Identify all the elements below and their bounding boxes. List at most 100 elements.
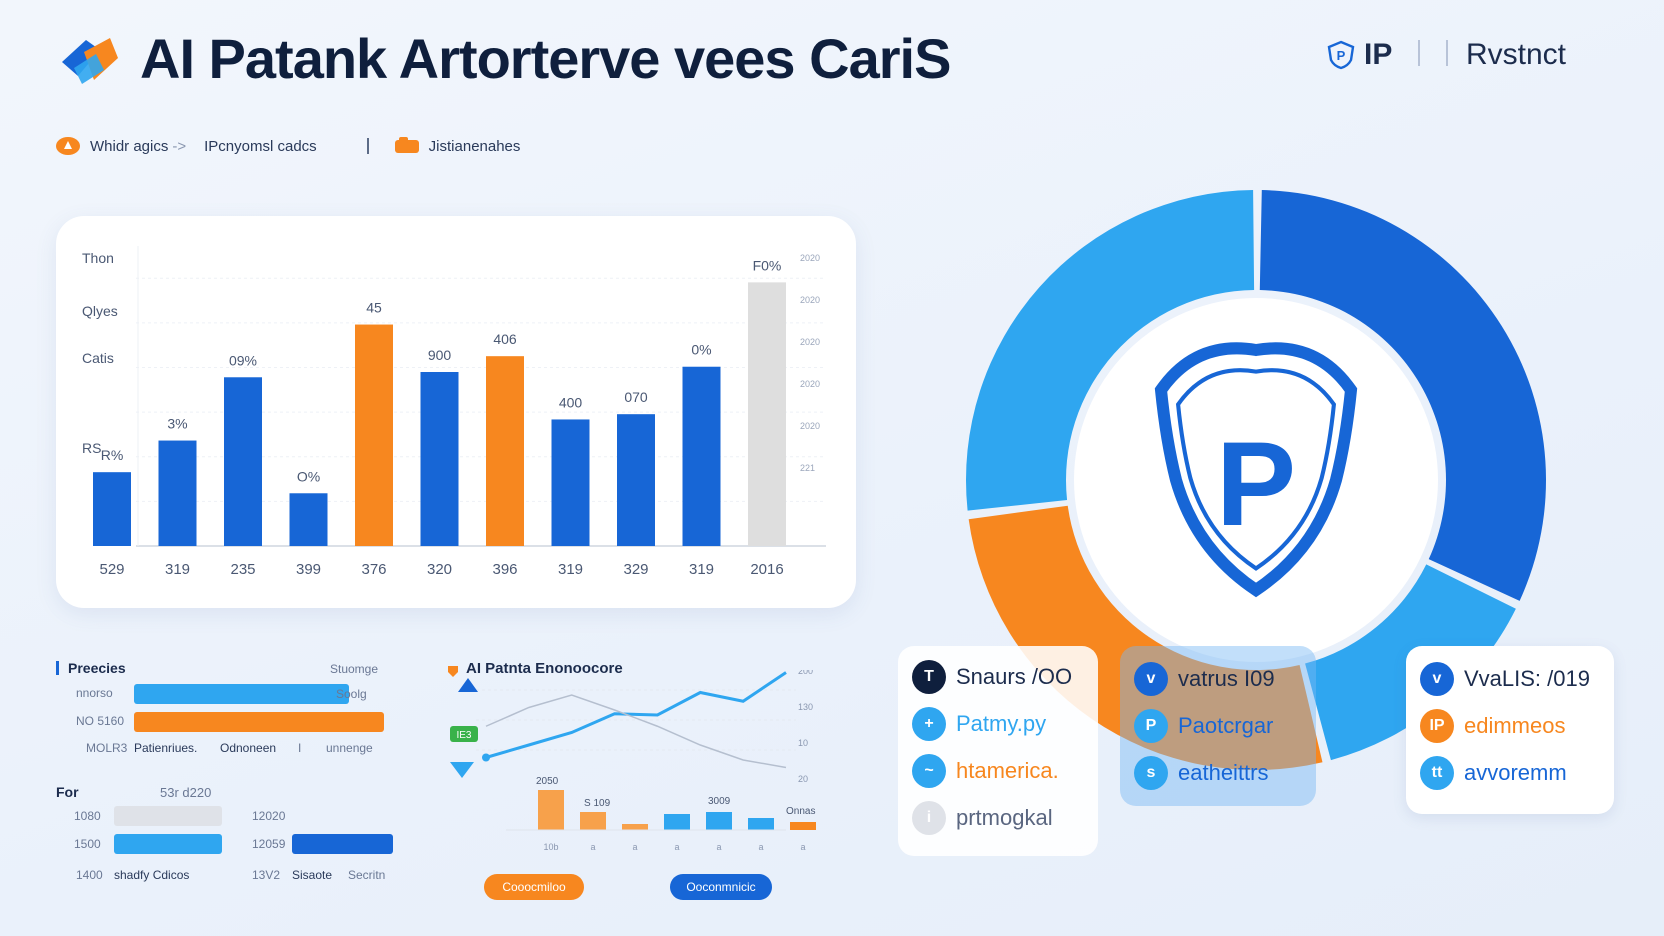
panel1-footer-label: MOLR3 bbox=[86, 741, 128, 755]
bar-10[interactable] bbox=[748, 282, 786, 546]
bar-6[interactable] bbox=[486, 356, 524, 546]
mini-bar-label: Onnas bbox=[786, 806, 815, 817]
shield-emblem-icon bbox=[1154, 342, 1358, 598]
legend-item[interactable]: s eatheittrs bbox=[1134, 756, 1269, 790]
x-tick-label: 329 bbox=[623, 561, 648, 578]
bar-1[interactable] bbox=[158, 440, 197, 546]
line-series-0[interactable] bbox=[485, 671, 787, 759]
mini-bar-1[interactable] bbox=[580, 812, 606, 830]
legend-label: VvaLIS: /019 bbox=[1464, 666, 1590, 691]
line-chart-title: AI Patnta Enonoocore bbox=[466, 660, 623, 677]
hbar[interactable] bbox=[292, 834, 393, 854]
legend-label: prtmogkal bbox=[956, 805, 1053, 830]
legend-label: eatheittrs bbox=[1178, 760, 1269, 785]
x-tick-label: 10b bbox=[543, 842, 558, 852]
panel2-footer-label: 1400 bbox=[76, 868, 103, 882]
bar-value-label: 070 bbox=[624, 389, 648, 405]
bar-3[interactable] bbox=[289, 493, 328, 546]
brand-divider bbox=[1446, 40, 1448, 66]
bar-value-label: 400 bbox=[559, 394, 583, 410]
legend-item[interactable]: v VvaLIS: /019 bbox=[1420, 662, 1590, 696]
legend-label: avvoremm bbox=[1464, 760, 1567, 785]
legend-item[interactable]: + Patmy.py bbox=[912, 707, 1046, 741]
tag-badge-label: IE3 bbox=[456, 730, 471, 741]
donut-slice-3[interactable] bbox=[966, 190, 1255, 511]
bar-chart: Thon Qlyes Catis RS 2020 2020 2020 2020 2020 221 R… bbox=[82, 246, 826, 578]
x-tick-label: 376 bbox=[361, 561, 386, 578]
mini-bar-5[interactable] bbox=[748, 818, 774, 830]
y-left-label: Qlyes bbox=[82, 303, 118, 319]
panel2-footer-label: 13V2 bbox=[252, 868, 281, 882]
mini-bar-0[interactable] bbox=[538, 790, 564, 830]
mini-bar-6[interactable] bbox=[790, 822, 816, 830]
legend-item[interactable]: i prtmogkal bbox=[912, 801, 1053, 835]
donut-slice-2[interactable] bbox=[968, 505, 1323, 770]
bar-2[interactable] bbox=[224, 377, 262, 546]
warning-chip-icon bbox=[56, 137, 80, 155]
donut-slice-0[interactable] bbox=[1259, 190, 1546, 601]
legend-icon: v bbox=[1134, 662, 1168, 696]
hbar[interactable] bbox=[134, 712, 384, 732]
tag-badge bbox=[450, 726, 478, 742]
bar-0[interactable] bbox=[93, 472, 131, 546]
mini-bar-label: 2050 bbox=[536, 776, 559, 787]
line-point[interactable] bbox=[482, 753, 490, 762]
mini-bar-4[interactable] bbox=[706, 812, 732, 830]
legend-label: htamerica. bbox=[956, 758, 1059, 783]
hbar-label: nnorso bbox=[76, 686, 113, 700]
legend-icon: T bbox=[912, 660, 946, 694]
primary-action-button[interactable]: Cooocmiloo bbox=[484, 874, 584, 900]
x-tick-label: a bbox=[758, 842, 763, 852]
y-right-label: 2020 bbox=[800, 379, 820, 389]
mini-bar-3[interactable] bbox=[664, 814, 690, 830]
y-right-label: 10 bbox=[798, 738, 808, 748]
hbar[interactable] bbox=[114, 834, 222, 854]
brand-ip[interactable]: P IP bbox=[1326, 38, 1392, 72]
hbar-right-label: 12020 bbox=[252, 809, 286, 823]
mini-bar-2[interactable] bbox=[622, 824, 648, 830]
gem-icon bbox=[450, 762, 474, 778]
bar-9[interactable] bbox=[682, 366, 721, 546]
y-right-label: 130 bbox=[798, 702, 813, 712]
legend-item[interactable]: ~ htamerica. bbox=[912, 754, 1059, 788]
secondary-action-button[interactable]: Ooconmnicic bbox=[670, 874, 772, 900]
legend-label: Snaurs /OO bbox=[956, 664, 1073, 689]
triangle-icon bbox=[458, 678, 478, 692]
y-left-label: Catis bbox=[82, 350, 114, 366]
y-right-label: 2020 bbox=[800, 421, 820, 431]
legend-item[interactable]: IP edimmeos bbox=[1420, 709, 1565, 743]
hbar-label: 1500 bbox=[74, 837, 101, 851]
panel2-footer-label: Sisaote bbox=[292, 868, 333, 882]
panel1-title: Preecies bbox=[68, 660, 126, 676]
hbar[interactable] bbox=[114, 806, 222, 826]
x-tick-label: a bbox=[716, 842, 721, 852]
bar-7[interactable] bbox=[551, 419, 590, 546]
bar-4[interactable] bbox=[355, 324, 393, 546]
y-right-label: 20 bbox=[798, 774, 808, 784]
legend-item[interactable]: T Snaurs /OO bbox=[912, 660, 1072, 694]
bar-8[interactable] bbox=[617, 414, 655, 546]
subheader-item-3[interactable]: Jistianenahes bbox=[428, 137, 521, 155]
subheader-divider bbox=[366, 138, 369, 154]
hbar[interactable] bbox=[134, 684, 349, 704]
subheader-item-2[interactable]: IPcnyomsl cadcs bbox=[204, 137, 317, 155]
line-chart: 200 130 10 20 IE3 10b a a a a a a 2050 S 109 3009 Onnas bbox=[450, 670, 816, 852]
line-series-1[interactable] bbox=[485, 694, 787, 769]
x-tick-label: 319 bbox=[165, 561, 190, 578]
donut-center-label: P bbox=[1216, 417, 1296, 551]
x-tick-label: 320 bbox=[427, 561, 452, 578]
subheader: Whidr agics -> IPcnyomsl cadcs Jistianen… bbox=[56, 137, 520, 155]
legend-item[interactable]: v vatrus I09 bbox=[1134, 662, 1275, 696]
bar-value-label: 900 bbox=[428, 347, 452, 363]
panel1-footer-label: Patienriues. bbox=[134, 741, 198, 755]
folder-chip-icon bbox=[394, 137, 419, 153]
section-marker bbox=[56, 661, 59, 675]
panel2-footer-label: Secritn bbox=[348, 868, 386, 882]
legend-item[interactable]: tt avvoremm bbox=[1420, 756, 1567, 790]
legend-item[interactable]: P Paotcrgar bbox=[1134, 709, 1273, 743]
panel2-subtitle: 53r d220 bbox=[160, 785, 212, 800]
brand-name[interactable]: Rvstnct bbox=[1466, 38, 1567, 71]
subheader-item-1[interactable]: Whidr agics bbox=[90, 137, 169, 155]
x-tick-label: a bbox=[674, 842, 679, 852]
bar-5[interactable] bbox=[420, 372, 459, 546]
